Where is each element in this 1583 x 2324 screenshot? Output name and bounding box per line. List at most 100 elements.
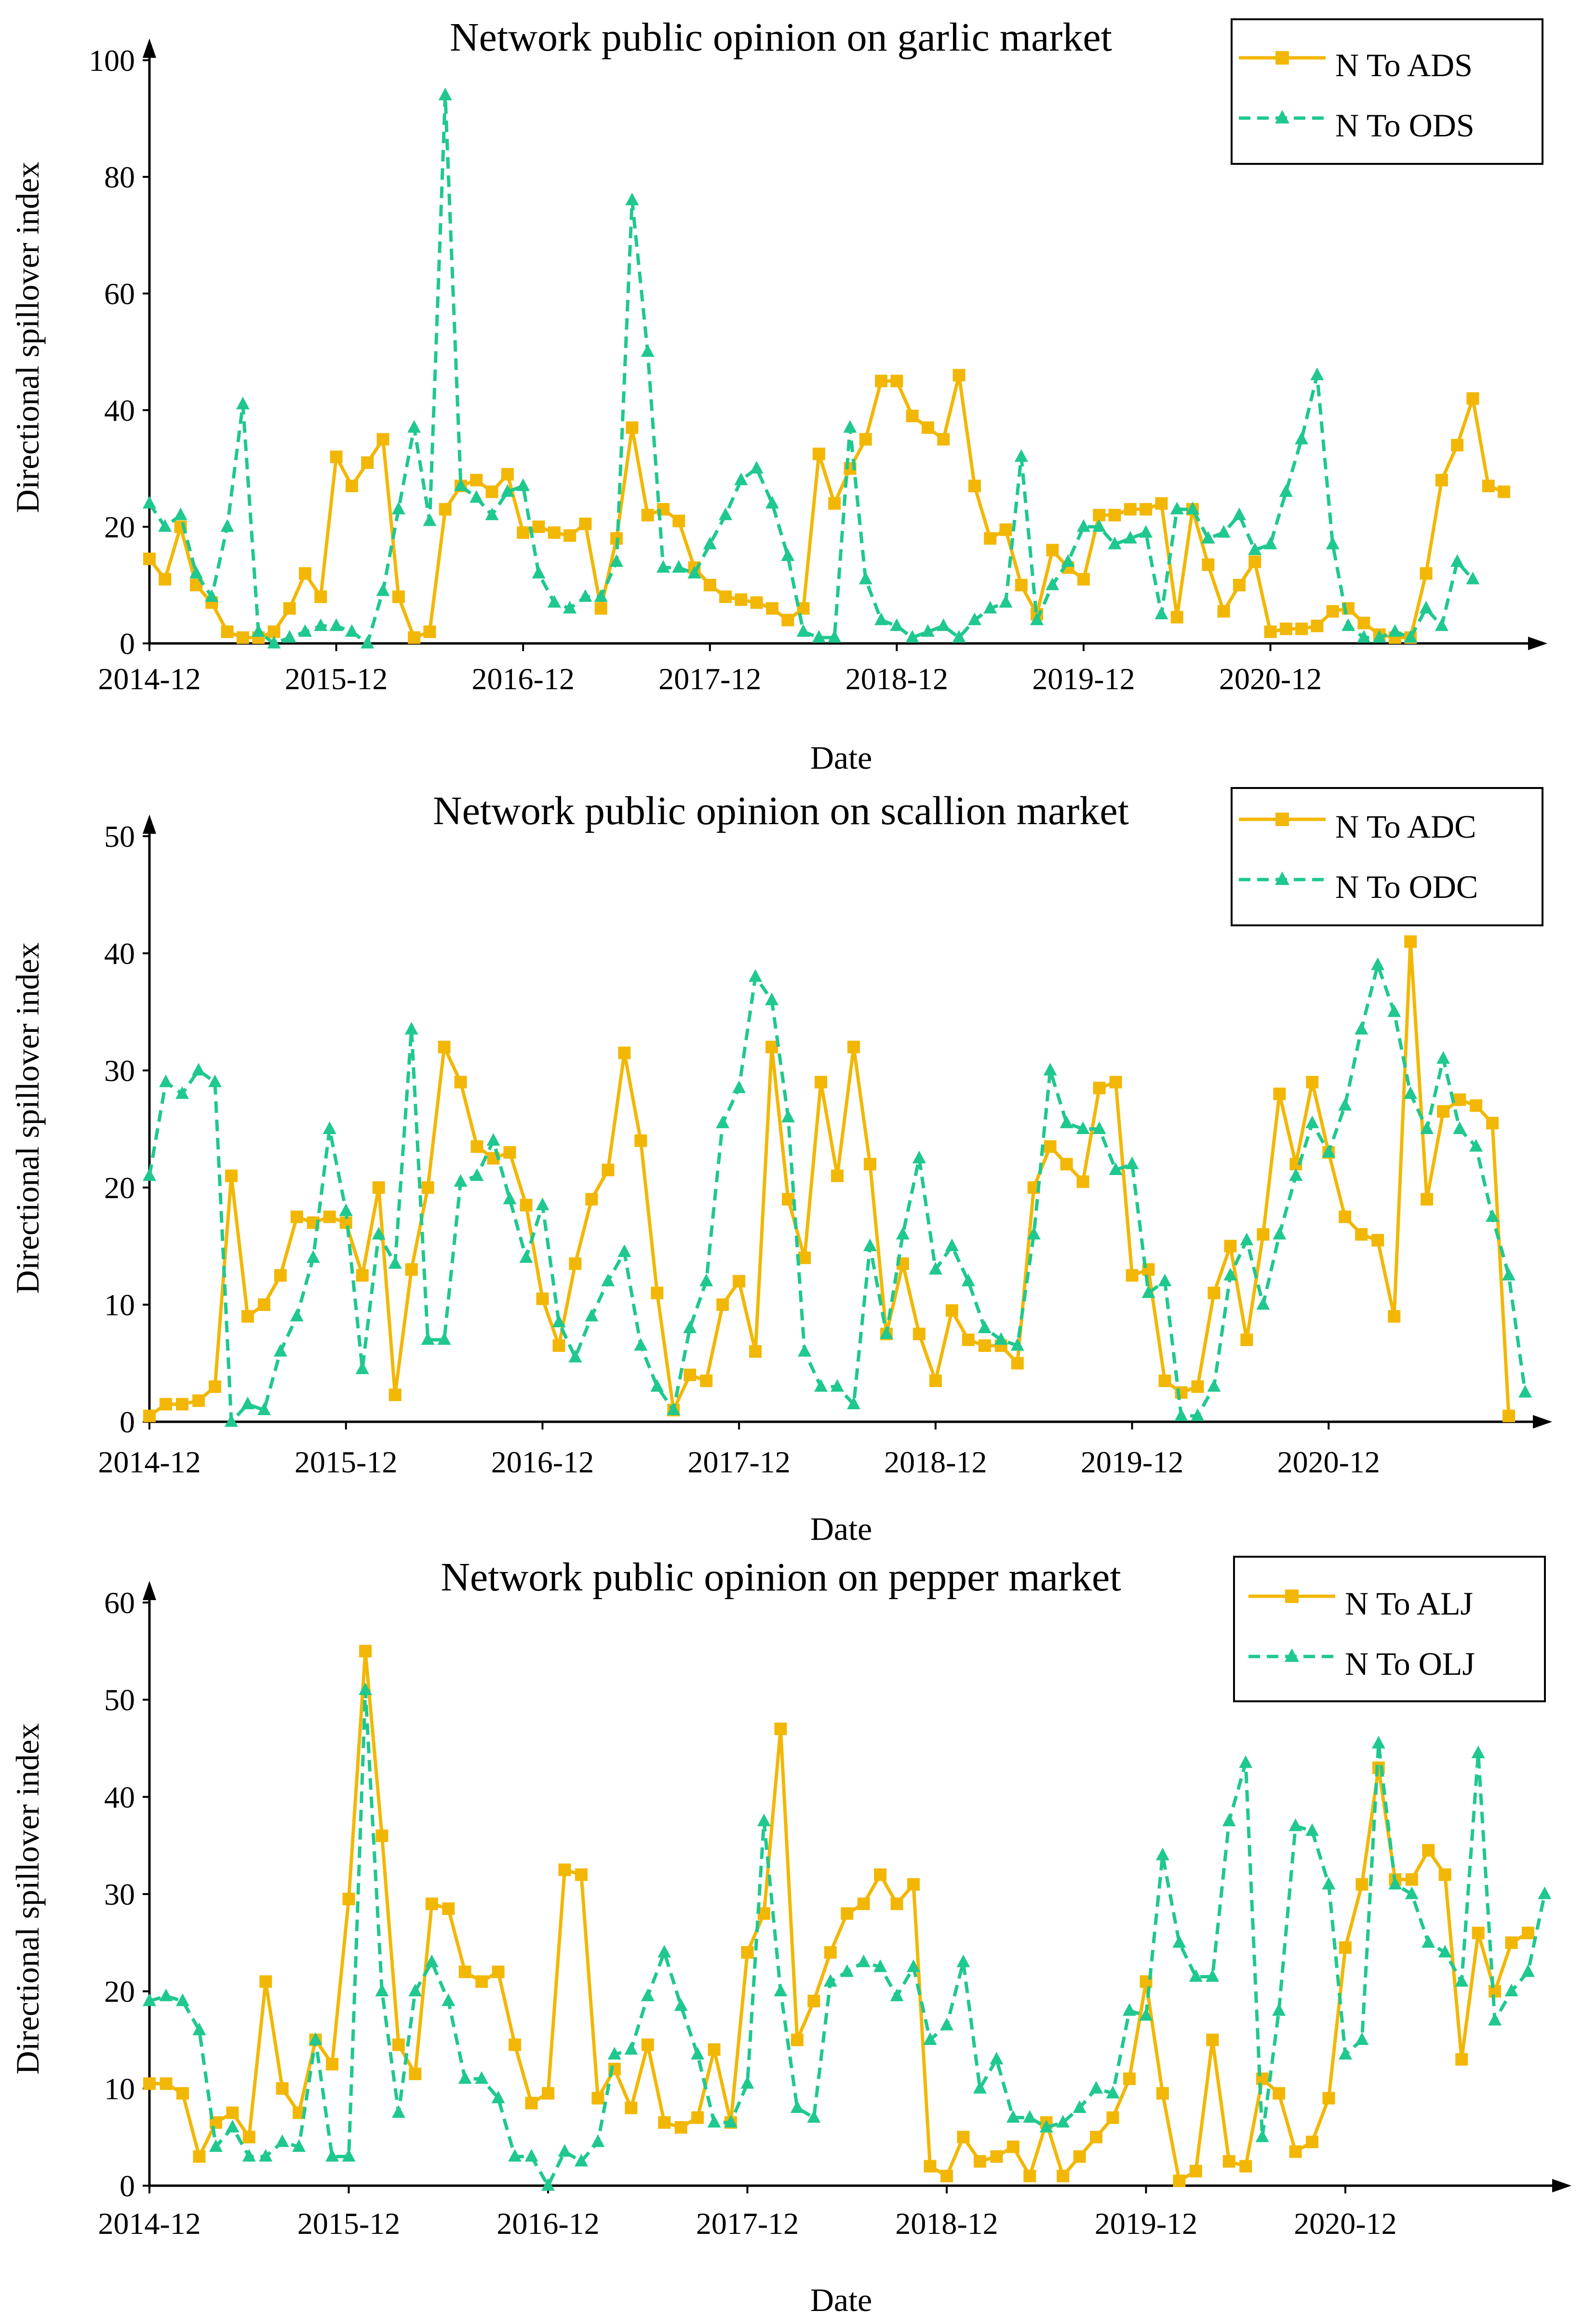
data-point <box>1404 630 1418 643</box>
data-point <box>509 2038 522 2051</box>
data-point <box>1139 525 1153 538</box>
data-point <box>672 514 685 527</box>
y-axis-arrow <box>143 815 156 834</box>
data-point <box>890 1897 903 1910</box>
data-point <box>1030 612 1044 626</box>
data-point <box>1455 2053 1468 2066</box>
garlic-chart-panel: Network public opinion on garlic market … <box>9 15 1547 776</box>
data-point <box>1206 2033 1219 2046</box>
data-point <box>389 1389 402 1402</box>
data-point <box>641 2038 654 2051</box>
data-point <box>719 590 732 603</box>
data-point <box>1264 625 1277 638</box>
data-point <box>700 1374 713 1387</box>
data-point <box>945 1238 959 1251</box>
data-point <box>375 1983 389 1997</box>
data-point <box>1453 1093 1466 1106</box>
series-o <box>143 87 1480 649</box>
data-point <box>361 456 374 469</box>
data-point <box>175 1086 189 1099</box>
data-point <box>1505 1936 1518 1949</box>
data-point <box>1472 1926 1485 1939</box>
data-point <box>1421 1193 1434 1206</box>
data-point <box>952 369 966 382</box>
x-tick-label: 2016-12 <box>491 1445 594 1479</box>
data-point <box>1322 1877 1336 1890</box>
data-point <box>536 1292 549 1305</box>
y-tick-label: 20 <box>104 1171 135 1205</box>
data-point <box>575 1868 588 1881</box>
data-point <box>1173 2174 1186 2187</box>
data-point <box>999 523 1012 536</box>
data-point <box>873 1959 887 1972</box>
data-point <box>907 1959 921 1972</box>
data-point <box>990 2052 1004 2065</box>
data-point <box>594 589 608 602</box>
data-point <box>392 2038 405 2051</box>
data-point <box>503 1191 517 1204</box>
data-point <box>1056 2115 1070 2128</box>
data-point <box>1503 1409 1515 1422</box>
data-point <box>330 450 343 463</box>
data-point <box>1206 1969 1220 1982</box>
y-tick-label: 100 <box>89 43 135 78</box>
data-point <box>143 1409 156 1422</box>
data-point <box>724 2115 738 2128</box>
data-point <box>356 1269 369 1282</box>
data-point <box>438 87 452 101</box>
data-point <box>329 618 343 631</box>
data-point <box>1339 1941 1352 1954</box>
data-point <box>486 1133 500 1146</box>
legend-marker <box>1275 871 1289 885</box>
data-point <box>929 1374 942 1387</box>
data-point <box>924 2160 937 2173</box>
data-point <box>957 2131 970 2144</box>
data-point <box>1311 619 1324 632</box>
data-point <box>1420 1121 1434 1134</box>
data-point <box>392 590 405 603</box>
data-point <box>552 1339 565 1352</box>
data-point <box>774 1723 787 1736</box>
data-point <box>326 2057 339 2070</box>
data-point <box>1372 630 1386 643</box>
data-point <box>242 2149 256 2162</box>
legend-entry-o: N To OLJ <box>1248 1645 1475 1682</box>
data-point <box>1326 605 1339 618</box>
data-point <box>470 1140 483 1153</box>
data-point <box>1158 1374 1171 1387</box>
data-point <box>699 1273 713 1286</box>
y-tick-label: 20 <box>104 510 135 544</box>
data-point <box>1240 1333 1253 1346</box>
data-point <box>1387 1004 1401 1017</box>
data-point <box>1170 611 1183 624</box>
data-point <box>807 2110 821 2123</box>
data-point <box>1186 501 1200 515</box>
data-point <box>973 2155 986 2168</box>
data-point <box>1355 1022 1368 1035</box>
data-point <box>945 1304 958 1317</box>
data-point <box>578 589 592 602</box>
data-point <box>520 1199 533 1212</box>
x-tick-label: 2016-12 <box>496 2206 599 2241</box>
legend-marker <box>1285 1648 1299 1662</box>
legend-box <box>1231 787 1543 926</box>
data-point <box>225 1169 238 1182</box>
data-point <box>968 480 981 493</box>
data-point <box>1486 1117 1499 1130</box>
data-point <box>1057 2169 1070 2182</box>
x-axis-arrow <box>1533 1415 1552 1429</box>
data-point <box>634 1134 647 1147</box>
data-point <box>1521 1964 1535 1977</box>
data-point <box>547 595 561 608</box>
data-point <box>290 1210 303 1223</box>
data-point <box>1371 957 1385 970</box>
data-point <box>846 1396 860 1410</box>
data-point <box>388 1256 402 1269</box>
series-o <box>143 1682 1552 2191</box>
data-point <box>191 1063 205 1076</box>
data-point <box>1256 1297 1270 1310</box>
data-point <box>1295 431 1309 444</box>
data-point <box>208 1074 222 1087</box>
data-point <box>1488 2013 1502 2026</box>
data-point <box>491 2090 505 2103</box>
